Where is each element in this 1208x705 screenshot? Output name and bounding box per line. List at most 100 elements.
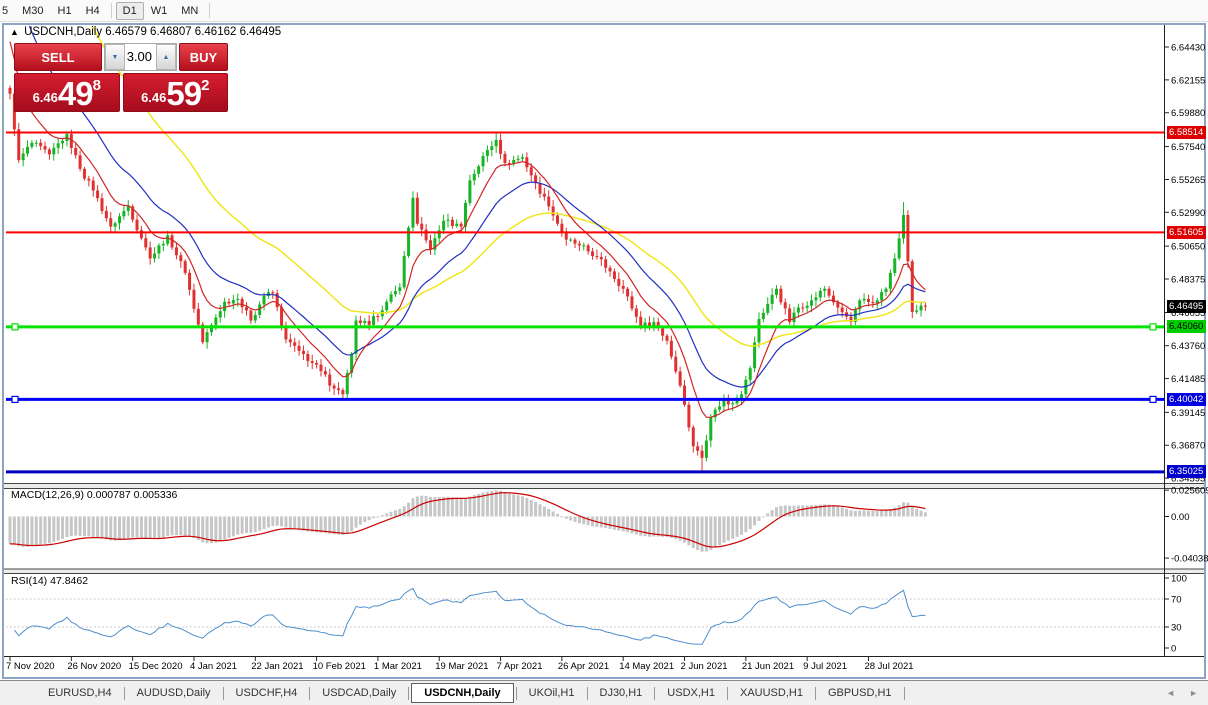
tab-eurusd-h4[interactable]: EURUSD,H4 xyxy=(48,687,112,699)
toolbar-divider xyxy=(110,3,112,18)
timeframe-d1[interactable]: D1 xyxy=(115,1,144,20)
ma-mid-blue xyxy=(28,26,926,388)
timeframe-h1[interactable]: H1 xyxy=(57,4,72,17)
price-tick-6.62155: 6.62155 xyxy=(1171,75,1205,86)
macd-signal-line xyxy=(9,492,926,548)
date-tick: 15 Dec 2020 xyxy=(129,661,183,672)
date-tick: 28 Jul 2021 xyxy=(864,661,913,672)
buy-price-box[interactable]: 6.46 59 2 xyxy=(122,73,228,112)
date-tick: 9 Jul 2021 xyxy=(803,661,847,672)
tab-usdx-h1[interactable]: USDX,H1 xyxy=(667,687,715,699)
volume-spinner: ▼ 3.00 ▲ xyxy=(104,43,177,71)
timeframe-w1[interactable]: W1 xyxy=(150,4,168,17)
date-tick: 26 Apr 2021 xyxy=(558,661,609,672)
volume-increase-icon[interactable]: ▲ xyxy=(156,44,176,70)
tab-divider xyxy=(309,686,311,700)
rsi-indicator-label: RSI(14) 47.8462 xyxy=(11,575,88,587)
date-tick: 21 Jun 2021 xyxy=(742,661,794,672)
price-tick-6.57540: 6.57540 xyxy=(1171,142,1205,153)
tab-divider xyxy=(814,686,816,700)
rsi-name: RSI(14) xyxy=(11,575,48,587)
sell-button[interactable]: SELL xyxy=(14,43,102,71)
timeframe-m30[interactable]: M30 xyxy=(22,4,44,17)
rsi-layer xyxy=(6,587,1164,645)
buy-button[interactable]: BUY xyxy=(179,43,228,71)
timeframe-toolbar: 5 M30 H1 H4 D1 W1 MN xyxy=(0,0,1208,22)
tab-ukoil-h1[interactable]: UKOil,H1 xyxy=(528,687,575,699)
rsi-line xyxy=(13,587,926,645)
macd-tick-0.025609: 0.025609 xyxy=(1171,486,1208,497)
ohlc-quotes: 6.46579 6.46807 6.46162 6.46495 xyxy=(105,26,282,38)
date-tick: 14 May 2021 xyxy=(619,661,674,672)
tab-usdchf-h4[interactable]: USDCHF,H4 xyxy=(235,687,298,699)
sell-price-big: 49 xyxy=(57,74,94,112)
date-tick: 19 Mar 2021 xyxy=(435,661,488,672)
tab-scroll-right-icon[interactable]: ► xyxy=(1189,688,1198,698)
tab-divider xyxy=(726,686,728,700)
volume-decrease-icon[interactable]: ▼ xyxy=(105,44,125,70)
date-tick: 7 Apr 2021 xyxy=(497,661,543,672)
macd-values: 0.000787 0.005336 xyxy=(86,489,178,501)
price-tick-6.41485: 6.41485 xyxy=(1171,374,1205,385)
macd-layer xyxy=(8,490,927,552)
date-tick: 26 Nov 2020 xyxy=(67,661,121,672)
price-tick-6.46055: 6.46055 xyxy=(1171,308,1205,319)
date-tick: 2 Jun 2021 xyxy=(681,661,728,672)
tab-xauusd-h1[interactable]: XAUUSD,H1 xyxy=(739,687,803,699)
symbol-tabs: EURUSD,H4 AUDUSD,Daily USDCHF,H4 USDCAD,Dai… xyxy=(38,683,907,703)
buy-price-sup: 2 xyxy=(201,77,210,94)
price-tick-6.39145: 6.39145 xyxy=(1171,408,1205,419)
volume-field[interactable]: 3.00 xyxy=(126,49,152,64)
ma-slow-yellow xyxy=(91,26,926,347)
tab-usdcnh-daily[interactable]: USDCNH,Daily xyxy=(411,683,514,703)
tab-usdcad-daily[interactable]: USDCAD,Daily xyxy=(322,687,397,699)
price-tick-6.55265: 6.55265 xyxy=(1171,175,1205,186)
macd-tick--0.04038: -0.04038 xyxy=(1171,554,1208,565)
rsi-tick-30: 30 xyxy=(1171,623,1182,634)
rsi-value: 47.8462 xyxy=(50,575,89,587)
rsi-tick-100: 100 xyxy=(1171,574,1187,585)
date-tick: 22 Jan 2021 xyxy=(251,661,303,672)
date-tick: 1 Mar 2021 xyxy=(374,661,422,672)
price-tick-6.34595: 6.34595 xyxy=(1171,474,1205,485)
tab-divider xyxy=(654,686,656,700)
tab-dj30-h1[interactable]: DJ30,H1 xyxy=(599,687,643,699)
tab-scroll-left-icon[interactable]: ◄ xyxy=(1166,688,1176,698)
hline-label-6.51605: 6.51605 xyxy=(1167,225,1206,239)
buy-price-big: 59 xyxy=(166,74,202,112)
tab-divider xyxy=(222,686,224,700)
macd-tick-0.00: 0.00 xyxy=(1171,512,1190,523)
price-tick-6.52990: 6.52990 xyxy=(1171,208,1205,219)
rsi-tick-0: 0 xyxy=(1171,644,1176,655)
timeframe-h4[interactable]: H4 xyxy=(85,4,100,17)
ma-fast-red xyxy=(9,41,926,418)
tab-divider xyxy=(123,686,125,700)
buy-price-prefix: 6.46 xyxy=(141,90,167,105)
collapse-triangle-icon[interactable]: ▲ xyxy=(10,27,19,37)
rsi-tick-70: 70 xyxy=(1171,595,1182,606)
chart-title: ▲ USDCNH,Daily 6.46579 6.46807 6.46162 6… xyxy=(10,26,281,38)
macd-indicator-label: MACD(12,26,9) 0.000787 0.005336 xyxy=(11,489,177,501)
hline-label-6.35025: 6.35025 xyxy=(1167,465,1206,479)
tab-divider xyxy=(903,686,905,700)
toolbar-divider xyxy=(209,3,211,18)
hline-label-6.58514: 6.58514 xyxy=(1167,125,1206,139)
hline-label-6.40042: 6.40042 xyxy=(1167,392,1206,406)
tab-divider xyxy=(408,686,410,700)
sell-price-sup: 8 xyxy=(92,77,101,94)
price-tick-6.64430: 6.64430 xyxy=(1171,43,1205,54)
price-tick-6.59880: 6.59880 xyxy=(1171,108,1205,119)
one-click-trading-panel: SELL ▼ 3.00 ▲ BUY 6.46 49 8 6.46 59 2 xyxy=(14,43,228,112)
symbol-title: USDCNH,Daily xyxy=(24,26,103,38)
price-tick-6.48375: 6.48375 xyxy=(1171,274,1205,285)
tab-divider xyxy=(515,686,517,700)
symbol-tab-bar: EURUSD,H4 AUDUSD,Daily USDCHF,H4 USDCAD,Dai… xyxy=(0,680,1208,705)
timeframe-5[interactable]: 5 xyxy=(2,4,9,17)
tab-gbpusd-h1[interactable]: GBPUSD,H1 xyxy=(827,687,892,699)
tab-audusd-daily[interactable]: AUDUSD,Daily xyxy=(136,687,211,699)
sell-price-box[interactable]: 6.46 49 8 xyxy=(14,73,120,112)
date-tick: 10 Feb 2021 xyxy=(313,661,366,672)
macd-name: MACD(12,26,9) xyxy=(11,489,84,501)
timeframe-mn[interactable]: MN xyxy=(181,4,199,17)
